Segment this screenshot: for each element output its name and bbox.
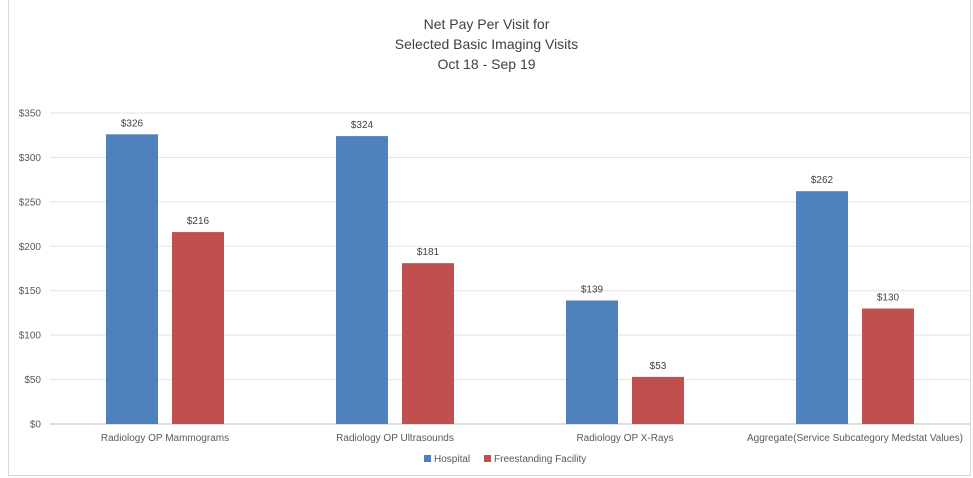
y-tick-label: $300 (19, 153, 42, 164)
data-label: $130 (877, 292, 900, 303)
bar-freestanding-facility (402, 263, 454, 424)
bar-hospital (796, 191, 848, 424)
x-category-label: Radiology OP Ultrasounds (336, 433, 454, 444)
y-tick-label: $0 (30, 420, 42, 431)
legend-swatch (484, 455, 491, 462)
bar-freestanding-facility (862, 308, 914, 424)
y-tick-label: $350 (19, 109, 42, 120)
chart-title-line-3: Oct 18 - Sep 19 (437, 56, 536, 72)
legend-label: Freestanding Facility (494, 454, 586, 465)
chart-title: Net Pay Per Visit for Selected Basic Ima… (0, 14, 973, 74)
bar-hospital (106, 134, 158, 424)
chart-title-line-1: Net Pay Per Visit for (423, 16, 550, 32)
legend-swatch (424, 455, 431, 462)
chart-title-line-2: Selected Basic Imaging Visits (394, 36, 579, 52)
data-label: $181 (417, 247, 440, 258)
data-label: $216 (187, 216, 210, 227)
y-tick-label: $250 (19, 197, 42, 208)
x-category-label: Radiology OP X-Rays (576, 433, 673, 444)
y-tick-label: $150 (19, 286, 42, 297)
bar-hospital (566, 300, 618, 424)
data-label: $139 (581, 284, 604, 295)
data-label: $326 (121, 118, 144, 129)
y-tick-label: $100 (19, 331, 42, 342)
bar-freestanding-facility (632, 376, 684, 424)
y-tick-label: $200 (19, 242, 42, 253)
x-category-label: Aggregate(Service Subcategory Medstat Va… (747, 433, 963, 444)
bar-hospital (336, 136, 388, 425)
data-label: $53 (650, 361, 667, 372)
data-label: $262 (811, 175, 834, 186)
legend-label: Hospital (434, 454, 470, 465)
x-category-label: Radiology OP Mammograms (101, 433, 229, 444)
data-label: $324 (351, 120, 374, 131)
y-tick-label: $50 (24, 375, 41, 386)
bar-freestanding-facility (172, 232, 224, 424)
